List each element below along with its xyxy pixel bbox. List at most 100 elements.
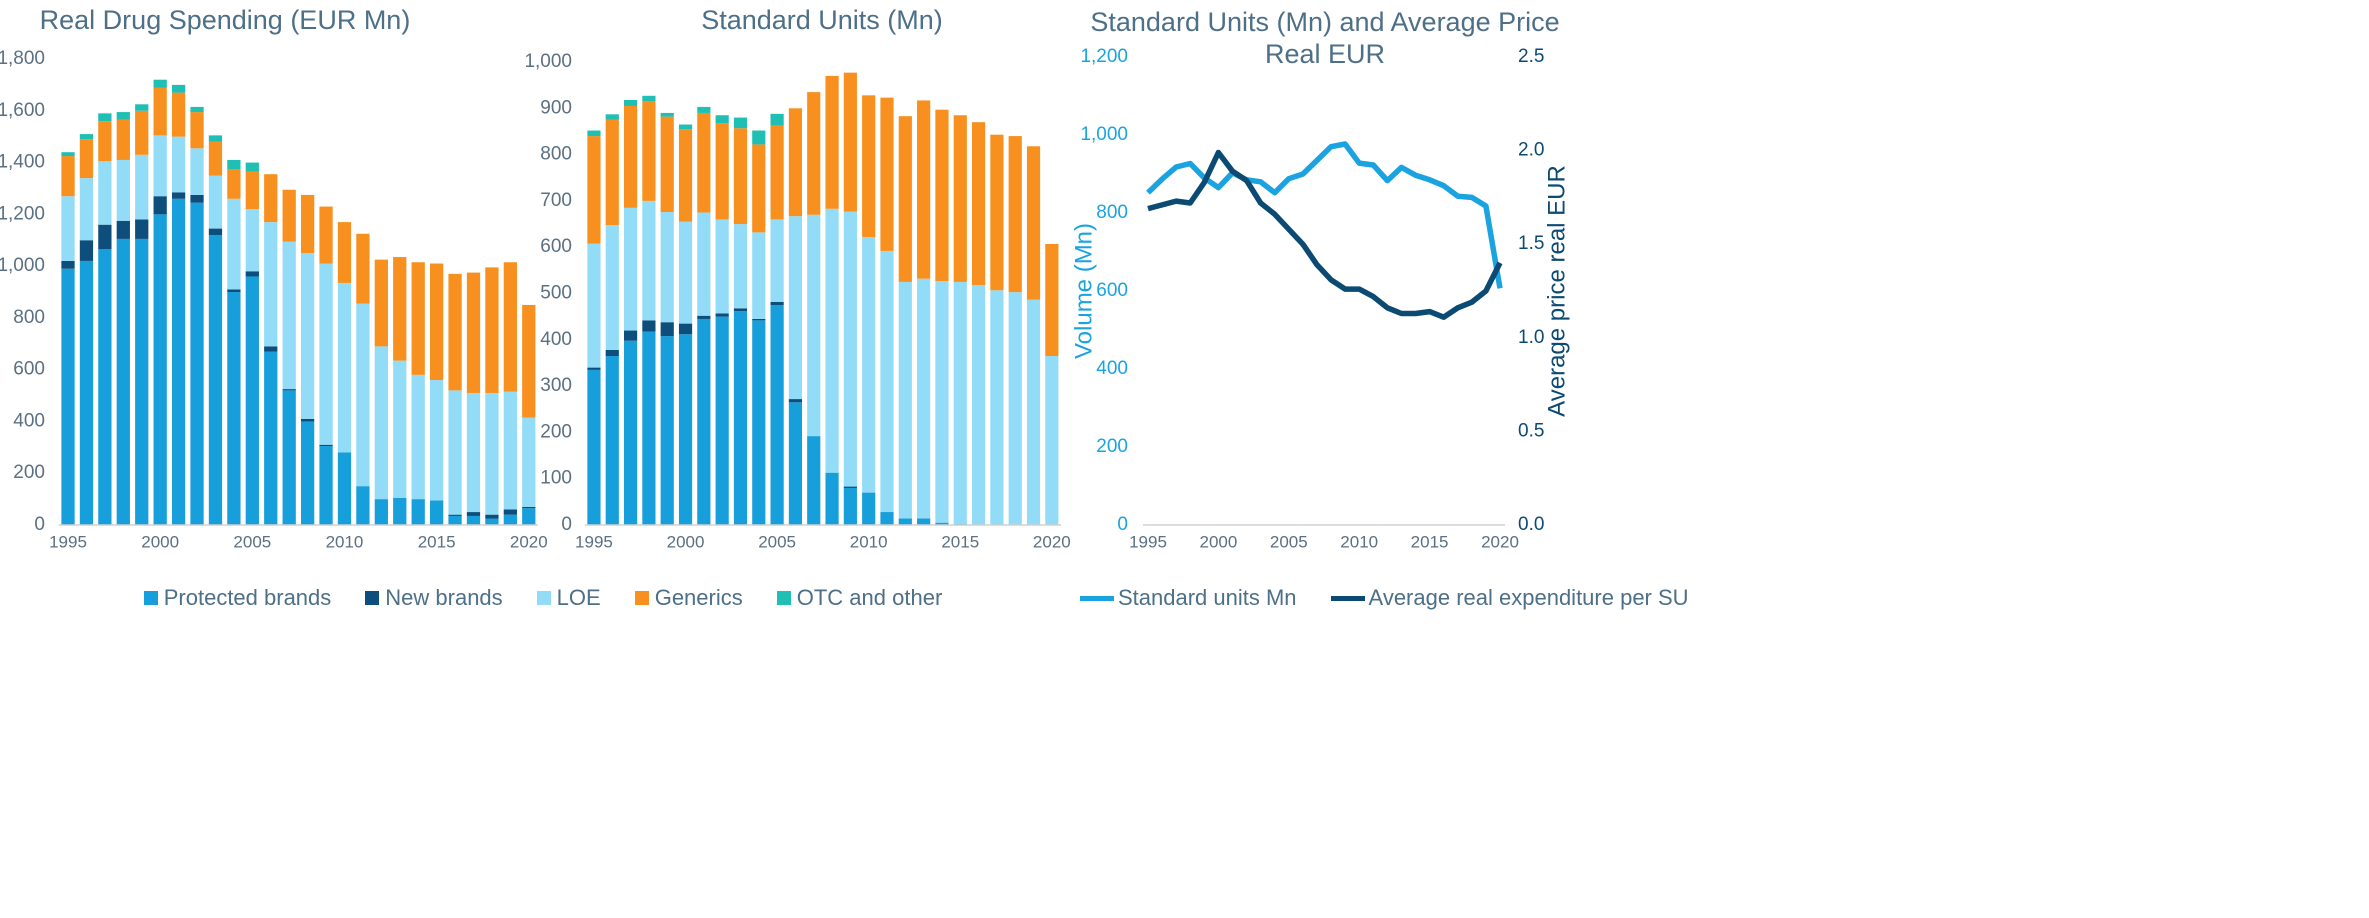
- bar-segment: [264, 351, 278, 525]
- bar-segment: [98, 249, 112, 526]
- y2-tick-label: 1.5: [1518, 233, 1544, 254]
- bar-segment: [485, 518, 499, 525]
- legend-label: Protected brands: [163, 585, 332, 610]
- y-tick-label: 900: [540, 97, 572, 118]
- y2-tick-label: 1.0: [1518, 327, 1544, 348]
- bar-segment: [678, 334, 693, 525]
- bar-segment: [642, 200, 656, 321]
- bar-segment: [319, 206, 333, 264]
- bar-segment: [190, 148, 204, 195]
- bar-segment: [843, 72, 857, 212]
- bar-segment: [1045, 243, 1059, 357]
- chart-title: Standard Units (Mn): [701, 5, 943, 35]
- bar-segment: [227, 198, 241, 290]
- x-tick-label: 2015: [1411, 532, 1449, 551]
- bar-segment: [282, 189, 296, 242]
- bar-segment: [98, 161, 112, 225]
- bar-segment: [61, 156, 75, 197]
- legend-swatch: [143, 591, 158, 605]
- bar-segment: [319, 446, 333, 525]
- line-series: [1146, 141, 1503, 289]
- bar-segment: [79, 260, 94, 525]
- bar-segment: [733, 311, 748, 525]
- bar-segment: [843, 211, 857, 487]
- y-tick-label: 400: [1096, 358, 1128, 379]
- bar-segment: [623, 105, 638, 208]
- bar-segment: [61, 260, 75, 269]
- bar-segment: [79, 139, 94, 179]
- bar-segment: [660, 112, 674, 117]
- bar-segment: [393, 257, 407, 361]
- bar-segment: [697, 315, 711, 319]
- bar-segment: [411, 374, 425, 500]
- bar-segment: [135, 219, 149, 239]
- bar-segment: [1026, 146, 1041, 300]
- bar-segment: [660, 116, 674, 213]
- bar-segment: [245, 276, 259, 525]
- legend-item: New brands: [365, 585, 503, 611]
- bar-segment: [116, 112, 130, 120]
- bar-segment: [448, 514, 462, 516]
- bar-segment: [116, 238, 130, 525]
- x-tick-label: 2005: [758, 532, 796, 551]
- bar-segment: [337, 282, 352, 453]
- bar-segment: [733, 308, 748, 312]
- bar-segment: [1008, 136, 1022, 293]
- y-tick-label: 200: [540, 421, 572, 442]
- bar-segment: [752, 320, 766, 525]
- x-tick-label: 2000: [141, 532, 179, 551]
- bar-segment: [98, 224, 112, 250]
- bar-segment: [190, 106, 204, 113]
- bar-segment: [935, 522, 949, 525]
- bar-segment: [971, 285, 986, 525]
- y-tick-label: 400: [540, 329, 572, 350]
- bar-segment: [153, 79, 167, 88]
- y-tick-label: 800: [540, 144, 572, 165]
- x-tick-label: 2020: [1033, 532, 1071, 551]
- bar-segment: [485, 392, 499, 515]
- legend-swatch: [776, 591, 791, 605]
- bar-segment: [300, 194, 315, 254]
- bar-segment: [135, 104, 149, 111]
- bar-segment: [770, 125, 784, 220]
- bar-segment: [135, 110, 149, 155]
- bar-segment: [807, 214, 821, 437]
- bar-segment: [697, 112, 711, 213]
- bar-segment: [190, 112, 204, 149]
- bar-segment: [79, 134, 94, 140]
- bar-segment: [1026, 299, 1041, 525]
- bar-segment: [678, 221, 693, 324]
- bar-segment: [587, 367, 601, 370]
- bar-segment: [264, 346, 278, 352]
- bar-segment: [374, 259, 388, 347]
- bar-segment: [898, 116, 912, 282]
- bar-segment: [466, 512, 481, 516]
- bar-segment: [208, 228, 223, 236]
- bar-segment: [862, 95, 876, 238]
- bar-segment: [227, 159, 241, 170]
- chart-title: Standard Units (Mn) and Average Price Re…: [1090, 7, 1560, 69]
- bar-segment: [411, 262, 425, 375]
- bar-segment: [660, 336, 674, 525]
- bar-segment: [623, 330, 638, 341]
- line-series: [1147, 149, 1503, 320]
- bar-segment: [503, 262, 517, 392]
- bar-segment: [862, 492, 876, 525]
- bar-segment: [605, 349, 619, 357]
- bar-segment: [466, 272, 481, 393]
- bar-segment: [429, 263, 444, 381]
- bar-segment: [227, 169, 241, 199]
- x-tick-label: 2010: [850, 532, 888, 551]
- bar-segment: [356, 303, 370, 487]
- legend-label: Generics: [654, 585, 743, 610]
- y-tick-label: 1,000: [0, 255, 45, 276]
- bar-segment: [116, 159, 130, 221]
- y-tick-label: 0: [1117, 514, 1128, 535]
- bar-segment: [61, 152, 75, 157]
- y-tick-label: 600: [540, 236, 572, 257]
- y-tick-label: 800: [1096, 202, 1128, 223]
- bar-segment: [503, 391, 517, 510]
- bar-segment: [678, 323, 693, 335]
- bar-segment: [171, 92, 186, 137]
- bar-segment: [171, 192, 186, 199]
